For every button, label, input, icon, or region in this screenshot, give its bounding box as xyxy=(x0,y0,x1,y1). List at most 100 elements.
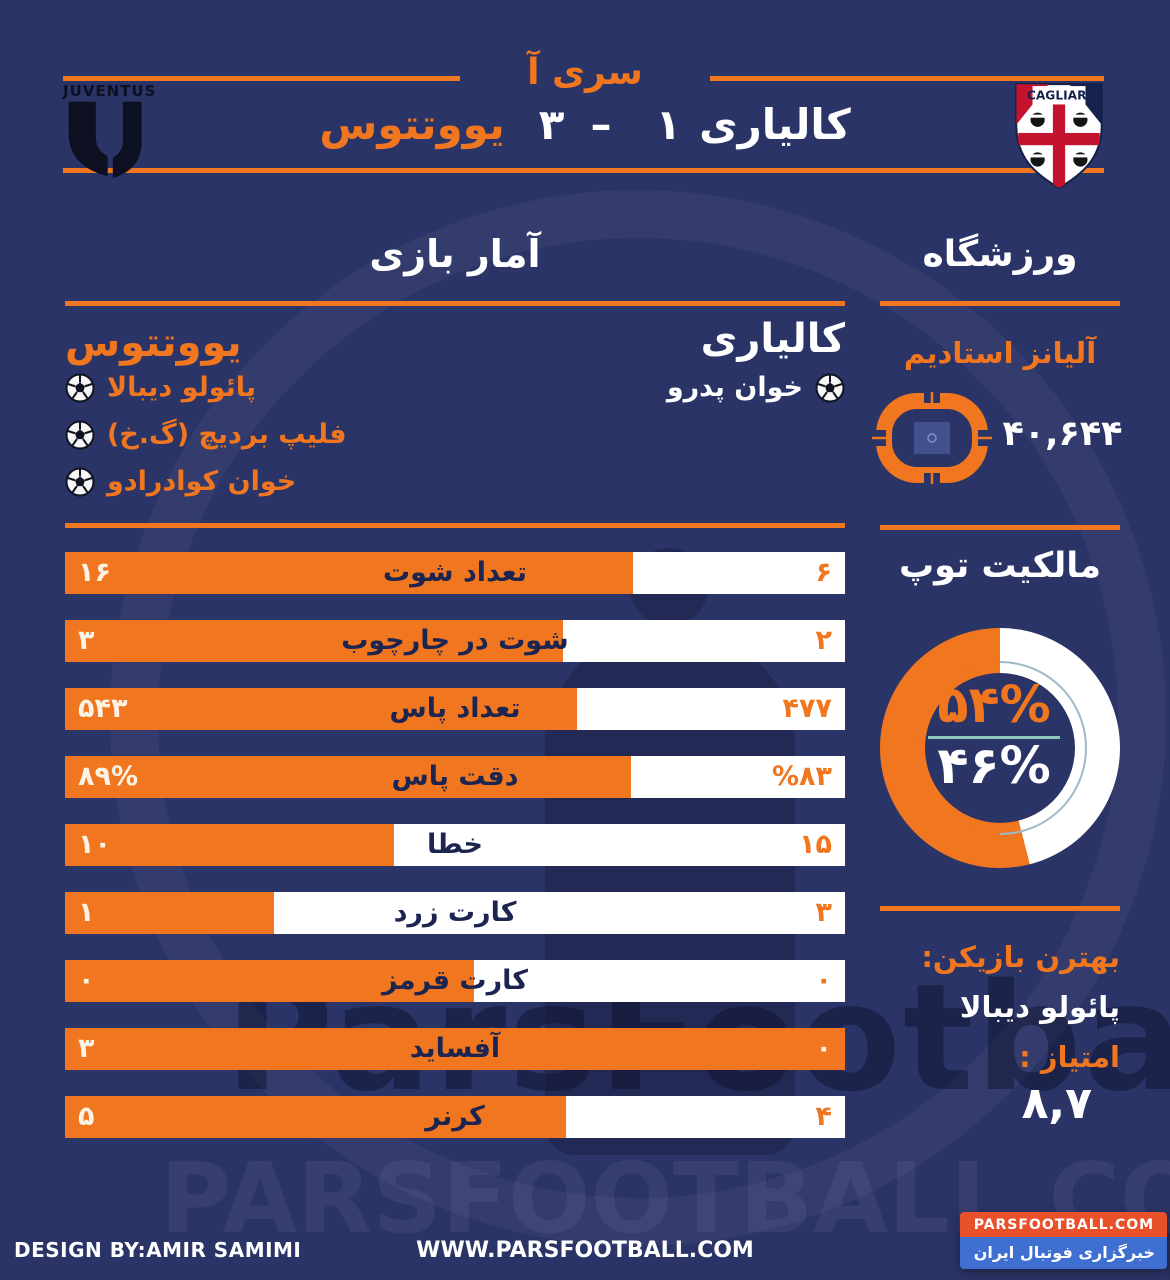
header-rule-bottom xyxy=(63,168,1104,173)
cagliari-stat-value: ۰ xyxy=(815,1033,832,1064)
possession-inner-ring xyxy=(913,661,1087,835)
stats-rule-mid xyxy=(65,523,845,528)
badge-site-label: PARSFOOTBALL.COM xyxy=(959,1212,1167,1237)
parsfootball-badge: PARSFOOTBALL.COM خبرگزاری فوتبال ایران xyxy=(959,1212,1170,1278)
football-icon xyxy=(815,372,845,403)
cagliari-stat-value: ۰ xyxy=(815,965,832,996)
stat-label: تعداد پاس xyxy=(389,693,521,724)
stat-bar: آفساید ۳ ۰ xyxy=(65,1028,845,1070)
juventus-scorer-row: پائولو دیبالا xyxy=(65,372,256,403)
stat-bar: کارت قرمز ۰ ۰ xyxy=(65,960,845,1002)
cagliari-stat-value: ۴ xyxy=(815,1101,832,1132)
away-score: ۳ xyxy=(538,100,565,149)
cagliari-scorer-row: خوان پدرو xyxy=(667,372,845,403)
header-rule-right xyxy=(710,76,1104,81)
possession-donut-chart: ۵۴% ۴۶% xyxy=(880,628,1120,868)
home-team-name: کالیاری xyxy=(699,100,851,149)
juventus-possession-value: ۵۴% xyxy=(937,676,1051,735)
possession-title: مالکیت توپ xyxy=(898,546,1102,586)
stat-bar: کرنر ۵ ۴ xyxy=(65,1096,845,1138)
website-url: WWW.PARSFOOTBALL.COM xyxy=(416,1238,754,1263)
stat-bar: دقت پاس ۸۹% %۸۳ xyxy=(65,756,845,798)
stadium-section-title: ورزشگاه xyxy=(922,234,1078,275)
juventus-bar-fill xyxy=(65,1028,845,1070)
stat-label: آفساید xyxy=(409,1033,501,1064)
cagliari-scorers-list: خوان پدرو xyxy=(445,0,845,430)
football-icon xyxy=(65,372,95,403)
cagliari-stat-value: ۶ xyxy=(815,557,832,588)
stadium-rule xyxy=(880,301,1120,306)
stadium-icon xyxy=(872,392,992,484)
juventus-stat-value: ۱ xyxy=(78,897,95,928)
juventus-bar-fill xyxy=(65,960,474,1002)
score-dash: – xyxy=(590,100,612,149)
juventus-bar-fill xyxy=(65,688,577,730)
juventus-scorer-row: خوان کوادرادو xyxy=(65,466,296,497)
stats-section-title: آمار بازی xyxy=(369,232,541,276)
header-rule-left xyxy=(63,76,460,81)
best-player-heading: بهترن بازیکن: xyxy=(921,940,1120,974)
league-title: سری آ xyxy=(527,52,643,93)
juventus-stat-value: ۳ xyxy=(78,1033,95,1064)
stats-rule-top xyxy=(65,301,845,306)
cagliari-stat-value: ۴۷۷ xyxy=(782,693,832,724)
juventus-bar-fill xyxy=(65,756,632,798)
stat-bar: کارت زرد ۱ ۳ xyxy=(65,892,845,934)
juventus-stat-value: ۱۰ xyxy=(78,829,111,860)
score-row: کالیاری ۱ – ۳ یووتتوس xyxy=(0,100,1170,149)
possession-labels: ۵۴% ۴۶% xyxy=(880,678,1108,795)
juventus-stat-value: ۳ xyxy=(78,625,95,656)
attendance-value: ۴۰,۶۴۴ xyxy=(1002,414,1123,454)
cagliari-possession-value: ۴۶% xyxy=(937,737,1051,796)
stat-label: تعداد شوت xyxy=(382,557,528,588)
stat-label: کارت قرمز xyxy=(382,965,528,996)
scorer-name: پائولو دیبالا xyxy=(107,372,257,403)
scorer-name: فلیپ بردیچ (گ.خ) xyxy=(107,419,347,450)
stat-bar: شوت در چارچوب ۳ ۲ xyxy=(65,620,845,662)
cagliari-stat-value: ۳ xyxy=(815,897,832,928)
possession-donut-hole xyxy=(925,673,1075,823)
best-player-score: ۸,۷ xyxy=(1021,1078,1092,1129)
stat-label: کرنر xyxy=(425,1101,485,1132)
juventus-stat-value: ۵ xyxy=(78,1101,95,1132)
juventus-stat-value: ۱۶ xyxy=(78,557,111,588)
juventus-wordmark: JUVENTUS xyxy=(63,82,157,100)
stat-bar: خطا ۱۰ ۱۵ xyxy=(65,824,845,866)
best-player-score-label: امتیاز : xyxy=(1019,1040,1120,1074)
cagliari-wordmark: CAGLIARI xyxy=(1027,88,1091,102)
juventus-logo: JUVENTUS xyxy=(63,82,193,182)
best-player-rule xyxy=(880,906,1120,911)
best-player-name: پائولو دیبالا xyxy=(959,990,1120,1024)
cagliari-stat-value: ۱۵ xyxy=(799,829,832,860)
football-icon xyxy=(65,466,95,497)
scorer-name: خوان کوادرادو xyxy=(107,466,297,497)
juventus-bar-fill xyxy=(65,892,275,934)
stat-label: شوت در چارچوب xyxy=(341,625,569,656)
juventus-bar-fill xyxy=(65,552,633,594)
possession-rule-top xyxy=(880,525,1120,530)
cagliari-stat-value: %۸۳ xyxy=(771,761,832,792)
juventus-stat-value: ۸۹% xyxy=(78,761,139,792)
away-team-name: یووتتوس xyxy=(319,100,505,149)
scorer-name: خوان پدرو xyxy=(666,372,803,403)
juventus-stat-value: ۵۴۳ xyxy=(78,693,128,724)
designer-credit: DESIGN BY:AMIR SAMIMI xyxy=(14,1238,302,1262)
possession-divider xyxy=(928,736,1060,739)
juventus-stat-value: ۰ xyxy=(78,965,95,996)
juventus-scorer-row: فلیپ بردیچ (گ.خ) xyxy=(65,419,347,450)
juventus-bar-fill xyxy=(65,620,563,662)
cagliari-crest: CAGLIARI xyxy=(1015,83,1103,190)
stat-label: خطا xyxy=(427,829,483,860)
stat-label: دقت پاس xyxy=(391,761,519,792)
stat-bar: تعداد پاس ۵۴۳ ۴۷۷ xyxy=(65,688,845,730)
cagliari-stat-value: ۲ xyxy=(815,625,832,656)
stadium-name: آلیانز استادیم xyxy=(903,336,1097,370)
juventus-jj-icon xyxy=(68,101,142,178)
juventus-scorers-list: پائولو دیبالا فلیپ بردیچ (گ.خ) خوان کوادرا… xyxy=(65,0,465,520)
juventus-bar-fill xyxy=(65,1096,566,1138)
cagliari-team-name: کالیاری xyxy=(700,316,845,362)
juventus-team-name: یووتتوس xyxy=(65,320,242,366)
home-score: ۱ xyxy=(655,100,682,149)
badge-agency-label: خبرگزاری فوتبال ایران xyxy=(959,1237,1167,1269)
